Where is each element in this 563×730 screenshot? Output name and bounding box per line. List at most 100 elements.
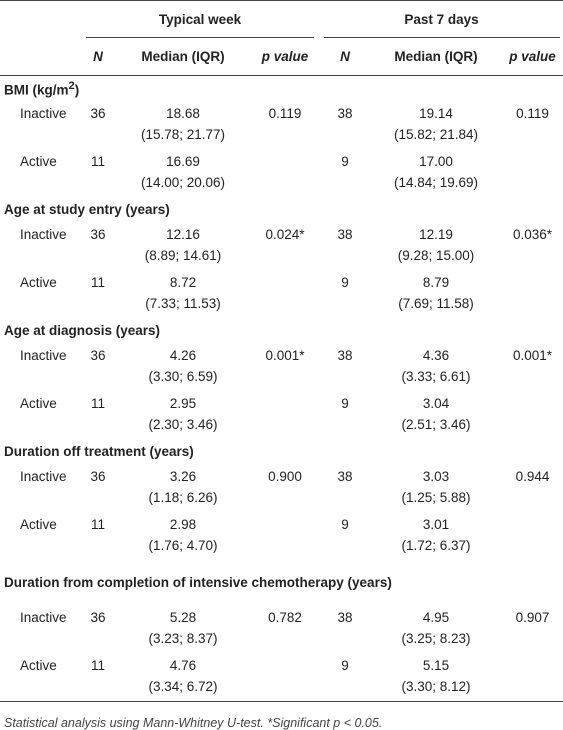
row-label: Active (20, 154, 57, 169)
n-cell: 11 (90, 154, 105, 169)
iqr: (2.51; 3.46) (401, 417, 471, 432)
median: 2.95 (169, 396, 197, 411)
median: 3.03 (422, 469, 450, 484)
median-cell: 8.72 (7.33; 11.53) (116, 270, 250, 318)
row-label: Inactive (20, 348, 67, 363)
n-cell: 9 (341, 154, 349, 169)
iqr: (1.76; 4.70) (148, 538, 218, 553)
data-row: Active 11 4.76 (3.34; 6.72) 9 5.15 (3.30; 8.12… (0, 653, 563, 702)
group-header: Past 7 days (323, 12, 560, 38)
section-title-end: ) (74, 82, 80, 98)
p-cell (250, 391, 320, 439)
median-cell: 17.00 (14.84; 19.69) (370, 149, 502, 197)
median: 4.95 (422, 610, 450, 625)
row-label: Inactive (20, 227, 67, 242)
n-cell: 9 (341, 275, 349, 290)
data-row: Inactive 36 12.16 (8.89; 14.61) 0.024* 38 12.1… (0, 222, 563, 270)
median-cell: 3.04 (2.51; 3.46) (370, 391, 502, 439)
group-header: Typical week (86, 12, 314, 38)
n-cell: 36 (90, 348, 106, 363)
median-cell: 2.98 (1.76; 4.70) (116, 512, 250, 560)
section-title: BMI (kg/m (4, 82, 69, 98)
median-cell: 4.26 (3.30; 6.59) (116, 343, 250, 391)
n-cell: 11 (80, 653, 116, 702)
column-header: p value (502, 38, 563, 76)
median-cell: 12.16 (8.89; 14.61) (116, 222, 250, 270)
median-cell: 5.28 (3.23; 8.37) (116, 605, 250, 653)
median: 3.01 (422, 517, 450, 532)
median: 8.79 (422, 275, 450, 290)
row-label: Inactive (20, 610, 67, 625)
iqr: (15.82; 21.84) (393, 127, 479, 142)
iqr: (2.30; 3.46) (148, 417, 218, 432)
column-header: Median (IQR) (370, 38, 502, 76)
median-cell: 4.36 (3.33; 6.61) (370, 343, 502, 391)
section-title: Age at diagnosis (years) (4, 323, 161, 338)
n-cell: 36 (90, 106, 106, 121)
iqr: (3.30; 8.12) (401, 679, 471, 694)
p-cell (502, 512, 563, 560)
p-cell (250, 653, 320, 702)
median-cell: 4.76 (3.34; 6.72) (116, 653, 250, 702)
n-cell: 36 (90, 469, 106, 484)
column-header: p value (250, 38, 320, 76)
section-row: Age at diagnosis (years) (0, 318, 563, 343)
n-cell: 38 (337, 106, 353, 121)
n-cell: 38 (337, 227, 353, 242)
iqr: (8.89; 14.61) (144, 248, 222, 263)
p-cell (502, 270, 563, 318)
median: 3.26 (169, 469, 197, 484)
p-value: 0.944 (515, 469, 550, 484)
data-row: Active 11 2.95 (2.30; 3.46) 9 3.04 (2.51; 3.46… (0, 391, 563, 439)
table-body: BMI (kg/m2) Inactive 36 18.68 (15.78; 21.77)… (0, 76, 563, 702)
footnote: Statistical analysis using Mann-Whitney … (4, 716, 383, 730)
data-row: Inactive 36 3.26 (1.18; 6.26) 0.900 38 3.03 (1.… (0, 464, 563, 512)
p-cell (250, 149, 320, 197)
median-cell: 19.14 (15.82; 21.84) (370, 101, 502, 149)
p-cell: 0.907 (502, 605, 563, 653)
median: 2.98 (169, 517, 197, 532)
p-value: 0.119 (516, 106, 549, 121)
section-cell: Duration off treatment (years) (0, 439, 563, 464)
section-row: Age at study entry (years) (0, 197, 563, 222)
section-row: Duration off treatment (years) (0, 439, 563, 464)
iqr: (7.33; 11.53) (145, 296, 221, 311)
p-cell: 0.024* (250, 222, 320, 270)
median-cell: 3.01 (1.72; 6.37) (370, 512, 502, 560)
data-row: Active 11 16.69 (14.00; 20.06) 9 17.00 (14.84;… (0, 149, 563, 197)
n-cell: 9 (320, 653, 370, 702)
n-cell: 9 (341, 396, 349, 411)
median: 4.36 (422, 348, 450, 363)
p-cell (250, 270, 320, 318)
median: 3.04 (422, 396, 450, 411)
median-cell: 3.26 (1.18; 6.26) (116, 464, 250, 512)
median: 17.00 (419, 154, 453, 169)
p-cell: 0.944 (502, 464, 563, 512)
p-value: 0.900 (268, 469, 302, 484)
column-header: N (320, 38, 370, 76)
iqr: (3.23; 8.37) (148, 631, 218, 646)
section-cell: Age at diagnosis (years) (0, 318, 563, 343)
iqr: (14.84; 19.69) (393, 175, 479, 190)
p-value: 0.036* (512, 227, 553, 242)
n-cell: 38 (337, 610, 353, 625)
n-cell: 36 (90, 610, 106, 625)
section-title: Age at study entry (years) (4, 202, 170, 217)
median: 5.28 (169, 610, 197, 625)
median: 4.26 (169, 348, 197, 363)
p-cell: 0.036* (502, 222, 563, 270)
n-cell: 36 (90, 227, 106, 242)
p-value: 0.907 (515, 610, 550, 625)
p-value: 0.001* (265, 348, 305, 363)
section-row: Duration from completion of intensive ch… (0, 560, 563, 605)
iqr: (3.30; 6.59) (148, 369, 218, 384)
p-value: 0.024* (265, 227, 305, 242)
section-row: BMI (kg/m2) (0, 76, 563, 102)
median: 12.19 (419, 227, 453, 242)
row-label: Active (20, 275, 57, 290)
median-cell: 5.15 (3.30; 8.12) (370, 653, 502, 702)
median: 16.69 (166, 154, 200, 169)
section-cell: BMI (kg/m2) (0, 76, 563, 102)
median: 5.15 (422, 658, 450, 673)
median-cell: 3.03 (1.25; 5.88) (370, 464, 502, 512)
